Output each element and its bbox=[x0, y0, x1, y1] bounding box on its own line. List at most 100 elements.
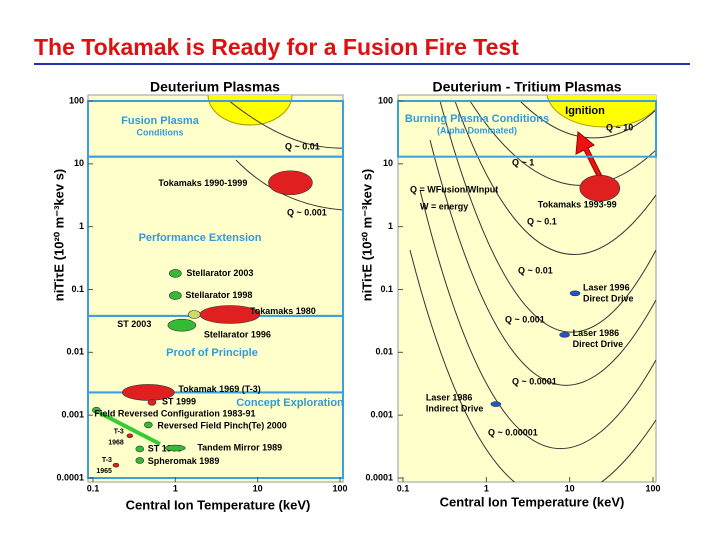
point-label: Stellarator 1998 bbox=[185, 290, 252, 300]
y-tick-label: 0.01 bbox=[66, 347, 84, 357]
note: Ignition bbox=[565, 105, 605, 117]
region-label: (Alpha Dominated) bbox=[437, 125, 517, 135]
decoration bbox=[99, 95, 343, 446]
q-label: Q ~ 1 bbox=[512, 157, 534, 167]
decoration bbox=[409, 95, 656, 482]
point-label: ST 2003 bbox=[117, 319, 151, 329]
ignition-zone bbox=[546, 95, 656, 128]
y-tick-label: 0.001 bbox=[370, 410, 393, 420]
y-tick-label: 0.01 bbox=[375, 347, 393, 357]
data-point bbox=[559, 332, 570, 338]
data-point bbox=[144, 421, 153, 429]
q-curve bbox=[439, 100, 656, 333]
y-tick-label: 0.1 bbox=[71, 284, 84, 294]
data-point bbox=[169, 291, 182, 300]
x-tick-label: 100 bbox=[645, 483, 660, 493]
data-point bbox=[490, 401, 502, 407]
q-curve bbox=[227, 99, 343, 149]
q-curve bbox=[454, 100, 656, 255]
y-tick-label: 100 bbox=[378, 95, 393, 105]
q-curve bbox=[469, 100, 656, 186]
point-label: ST 1998 bbox=[148, 443, 182, 453]
slide-title: The Tokamak is Ready for a Fusion Fire T… bbox=[34, 34, 519, 60]
data-point bbox=[169, 269, 182, 278]
data-point bbox=[165, 444, 186, 452]
x-axis-label: Central Ion Temperature (keV) bbox=[126, 497, 311, 512]
x-tick-label: 100 bbox=[332, 483, 347, 493]
point-label: Stellarator 1996 bbox=[204, 330, 271, 340]
point-label: 1965 bbox=[96, 468, 112, 475]
data-point bbox=[579, 174, 621, 202]
x-tick-label: 1 bbox=[484, 483, 489, 493]
point-label: Laser 1986 bbox=[573, 328, 620, 338]
y-tick-label: 0.1 bbox=[380, 284, 393, 294]
plot-area bbox=[87, 94, 344, 483]
point-label: Laser 1996 bbox=[583, 283, 630, 293]
q-label: Q ~ 0.01 bbox=[518, 265, 553, 275]
note: W = energy bbox=[420, 201, 468, 211]
y-tick-label: 1 bbox=[79, 221, 84, 231]
q-label: Q ~ 0.0001 bbox=[512, 376, 557, 386]
region bbox=[87, 391, 344, 480]
data-point bbox=[126, 433, 134, 439]
y-tick-label: 1 bbox=[388, 221, 393, 231]
q-label: Q ~ 0.01 bbox=[285, 141, 320, 151]
q-curve bbox=[429, 139, 656, 386]
data-point bbox=[147, 399, 157, 406]
x-axis-label: Central Ion Temperature (keV) bbox=[440, 494, 625, 509]
point-label: Direct Drive bbox=[583, 294, 634, 304]
q-label: Q ~ 10 bbox=[606, 122, 633, 132]
chart-title: Deuterium Plasmas bbox=[150, 79, 280, 95]
x-tick-label: 10 bbox=[253, 483, 263, 493]
point-label: Spheromak 1989 bbox=[148, 456, 220, 466]
y-tick-label: 10 bbox=[383, 158, 393, 168]
x-tick-label: 10 bbox=[565, 483, 575, 493]
q-label: Q ~ 0.001 bbox=[287, 207, 327, 217]
data-point bbox=[112, 462, 120, 468]
q-curve bbox=[235, 159, 343, 211]
q-label: Q ~ 0.001 bbox=[505, 314, 545, 324]
y-tick-label: 10 bbox=[74, 158, 84, 168]
y-axis-label: niTiτE (10²⁰ m⁻³kev s) bbox=[51, 169, 66, 302]
point-label: Stellarator 2003 bbox=[186, 268, 253, 278]
point-label: Tandem Mirror 1989 bbox=[197, 442, 282, 452]
y-tick-label: 0.0001 bbox=[365, 472, 393, 482]
point-label: T-3 bbox=[102, 457, 112, 464]
region-label: Burning Plasma Conditions bbox=[405, 113, 549, 125]
point-label: ST 1999 bbox=[162, 397, 196, 407]
note: Q = WFusion/WInput bbox=[410, 184, 498, 194]
y-tick-label: 0.0001 bbox=[56, 472, 84, 482]
data-point bbox=[167, 318, 197, 332]
data-point bbox=[135, 457, 145, 464]
data-point bbox=[135, 445, 145, 453]
region-label: Proof of Principle bbox=[166, 347, 258, 359]
x-tick-label: 0.1 bbox=[87, 483, 100, 493]
region-label: Concept Exploration bbox=[236, 397, 344, 409]
q-curve bbox=[419, 189, 656, 450]
y-axis-label: niTiτE (10²⁰ m⁻³kev s) bbox=[359, 169, 374, 302]
frc-trend bbox=[99, 411, 161, 446]
ignition-zone bbox=[207, 95, 293, 126]
point-label: Direct Drive bbox=[573, 339, 624, 349]
region-label: Performance Extension bbox=[139, 232, 262, 244]
point-label: Reversed Field Pinch(Te) 2000 bbox=[157, 420, 286, 430]
y-tick-label: 0.001 bbox=[61, 410, 84, 420]
plot-area bbox=[397, 94, 657, 483]
point-label: T-3 bbox=[114, 429, 124, 436]
point-label: Tokamaks 1980 bbox=[250, 306, 316, 316]
x-tick-label: 0.1 bbox=[397, 483, 410, 493]
point-label: 1968 bbox=[108, 440, 124, 447]
point-label: Tokamaks 1990-1999 bbox=[158, 178, 247, 188]
q-label: Q ~ 0.1 bbox=[527, 216, 557, 226]
chart-title: Deuterium - Tritium Plasmas bbox=[432, 79, 621, 95]
region-label: Conditions bbox=[137, 127, 184, 137]
q-curve bbox=[519, 100, 656, 139]
data-point bbox=[268, 170, 313, 196]
data-point bbox=[92, 406, 101, 414]
point-label: Laser 1986 bbox=[426, 392, 473, 402]
x-tick-label: 1 bbox=[173, 483, 178, 493]
y-tick-label: 100 bbox=[69, 95, 84, 105]
point-label: Indirect Drive bbox=[426, 403, 484, 413]
q-label: Q ~ 0.00001 bbox=[488, 427, 538, 437]
